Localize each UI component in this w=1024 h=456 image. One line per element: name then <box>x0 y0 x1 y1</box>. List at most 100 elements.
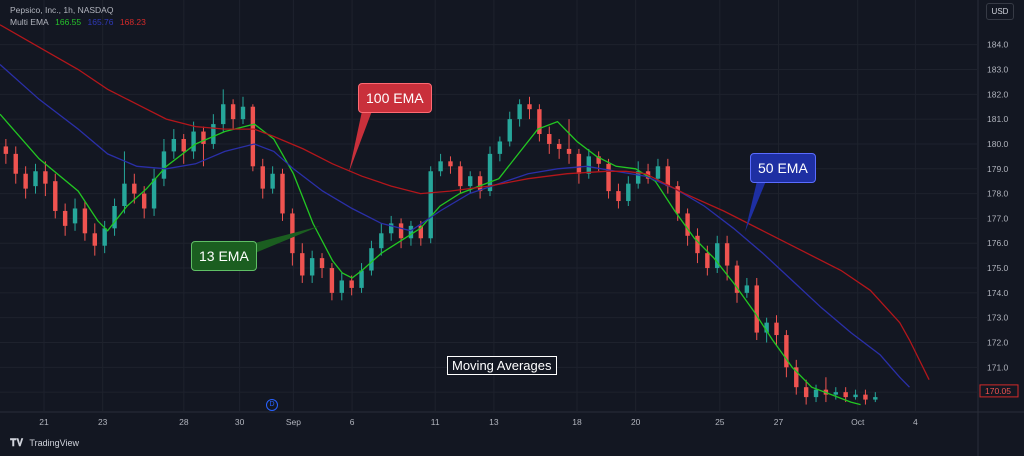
candle-body <box>803 387 809 398</box>
candle-body <box>132 183 137 194</box>
y-tick-label: 184.0 <box>987 40 1009 50</box>
candle <box>300 243 305 283</box>
candle-body <box>102 228 107 246</box>
candle-body <box>53 181 58 211</box>
x-tick-label: Oct <box>851 417 865 427</box>
candle <box>695 228 700 264</box>
footer-brand[interactable]: 𝐓𝐕 TradingView <box>10 438 79 449</box>
y-tick-label: 171.0 <box>987 362 1009 372</box>
candle <box>250 104 256 172</box>
x-tick-label: 23 <box>98 417 108 427</box>
candle <box>359 263 364 293</box>
candle <box>813 384 819 403</box>
candle <box>497 136 503 162</box>
currency-button[interactable]: USD <box>986 3 1014 20</box>
y-tick-label: 177.0 <box>987 213 1009 223</box>
candle-body <box>537 109 542 135</box>
candle-body <box>300 253 305 276</box>
ema50-value: 165.76 <box>87 17 114 27</box>
dividend-marker[interactable]: D <box>266 399 278 411</box>
callout-100-ema: 100 EMA <box>358 83 432 113</box>
x-tick-label: 4 <box>913 417 918 427</box>
candle <box>734 260 740 303</box>
candle <box>438 153 443 177</box>
y-tick-label: 173.0 <box>987 313 1009 323</box>
candle-body <box>141 193 147 209</box>
candles <box>3 89 878 405</box>
candle-body <box>606 163 611 192</box>
candle-body <box>774 322 779 336</box>
price-axis[interactable]: 170.0171.0172.0173.0174.0175.0176.0177.0… <box>987 40 1009 397</box>
candle <box>319 253 325 278</box>
candle-body <box>458 166 463 187</box>
candle-body <box>477 176 483 192</box>
x-tick-label: 20 <box>631 417 641 427</box>
candle <box>853 389 858 400</box>
candle-body <box>388 223 394 234</box>
candle-body <box>250 106 256 167</box>
candle-body <box>873 397 878 400</box>
last-price-box <box>979 384 1019 398</box>
candle <box>655 158 661 182</box>
candle <box>339 273 344 301</box>
candle-body <box>754 285 759 333</box>
x-tick-label: 18 <box>572 417 582 427</box>
candle-body <box>329 268 335 293</box>
candle-body <box>408 225 414 239</box>
candle-body <box>724 243 730 266</box>
y-tick-label: 174.0 <box>987 288 1009 298</box>
candle-body <box>863 394 868 400</box>
candle-body <box>309 258 315 276</box>
candle-body <box>82 208 88 234</box>
candle-body <box>626 183 631 202</box>
ema100-line <box>0 24 930 380</box>
candle-body <box>655 166 661 179</box>
candle <box>863 389 868 405</box>
x-tick-label: 13 <box>489 417 499 427</box>
candle <box>349 275 354 296</box>
candle <box>43 161 48 197</box>
candle <box>833 387 838 400</box>
candle-body <box>13 153 18 174</box>
candle-body <box>122 183 127 206</box>
candle-body <box>843 392 848 398</box>
candle <box>221 89 226 132</box>
candle <box>616 183 621 209</box>
ema50-line <box>0 64 910 388</box>
candle-body <box>734 265 740 293</box>
candle <box>240 96 246 125</box>
candle-body <box>695 235 700 254</box>
candle <box>112 198 117 236</box>
candle-body <box>556 143 562 149</box>
candle-body <box>171 138 177 152</box>
candle <box>428 166 433 244</box>
candle-body <box>517 104 522 120</box>
candle-body <box>112 206 117 229</box>
x-tick-label: 28 <box>179 417 189 427</box>
ema100-value: 168.23 <box>119 17 146 27</box>
time-axis[interactable]: 21 23 28 30 Sep 6 11 13 18 20 25 27 Oct 4 <box>39 417 918 427</box>
candle <box>556 138 562 159</box>
indicator-legend[interactable]: Multi EMA 166.55 165.76 168.23 <box>10 17 150 28</box>
candle-body <box>3 146 9 154</box>
x-tick-label: 30 <box>235 417 245 427</box>
candle <box>329 263 335 301</box>
candle-body <box>398 223 404 239</box>
candle <box>92 223 97 256</box>
candle <box>803 379 809 405</box>
callout-50-pointer <box>745 181 766 232</box>
candle <box>626 176 631 206</box>
candle <box>171 129 177 159</box>
candle <box>132 173 137 204</box>
candle-body <box>201 131 206 144</box>
candle-body <box>853 394 858 398</box>
candle <box>191 121 196 159</box>
y-tick-label: 182.0 <box>987 89 1009 99</box>
candle-body <box>418 225 424 239</box>
candle <box>102 220 107 254</box>
candle <box>270 166 275 194</box>
candle-body <box>369 248 374 271</box>
candle-body <box>260 166 265 189</box>
